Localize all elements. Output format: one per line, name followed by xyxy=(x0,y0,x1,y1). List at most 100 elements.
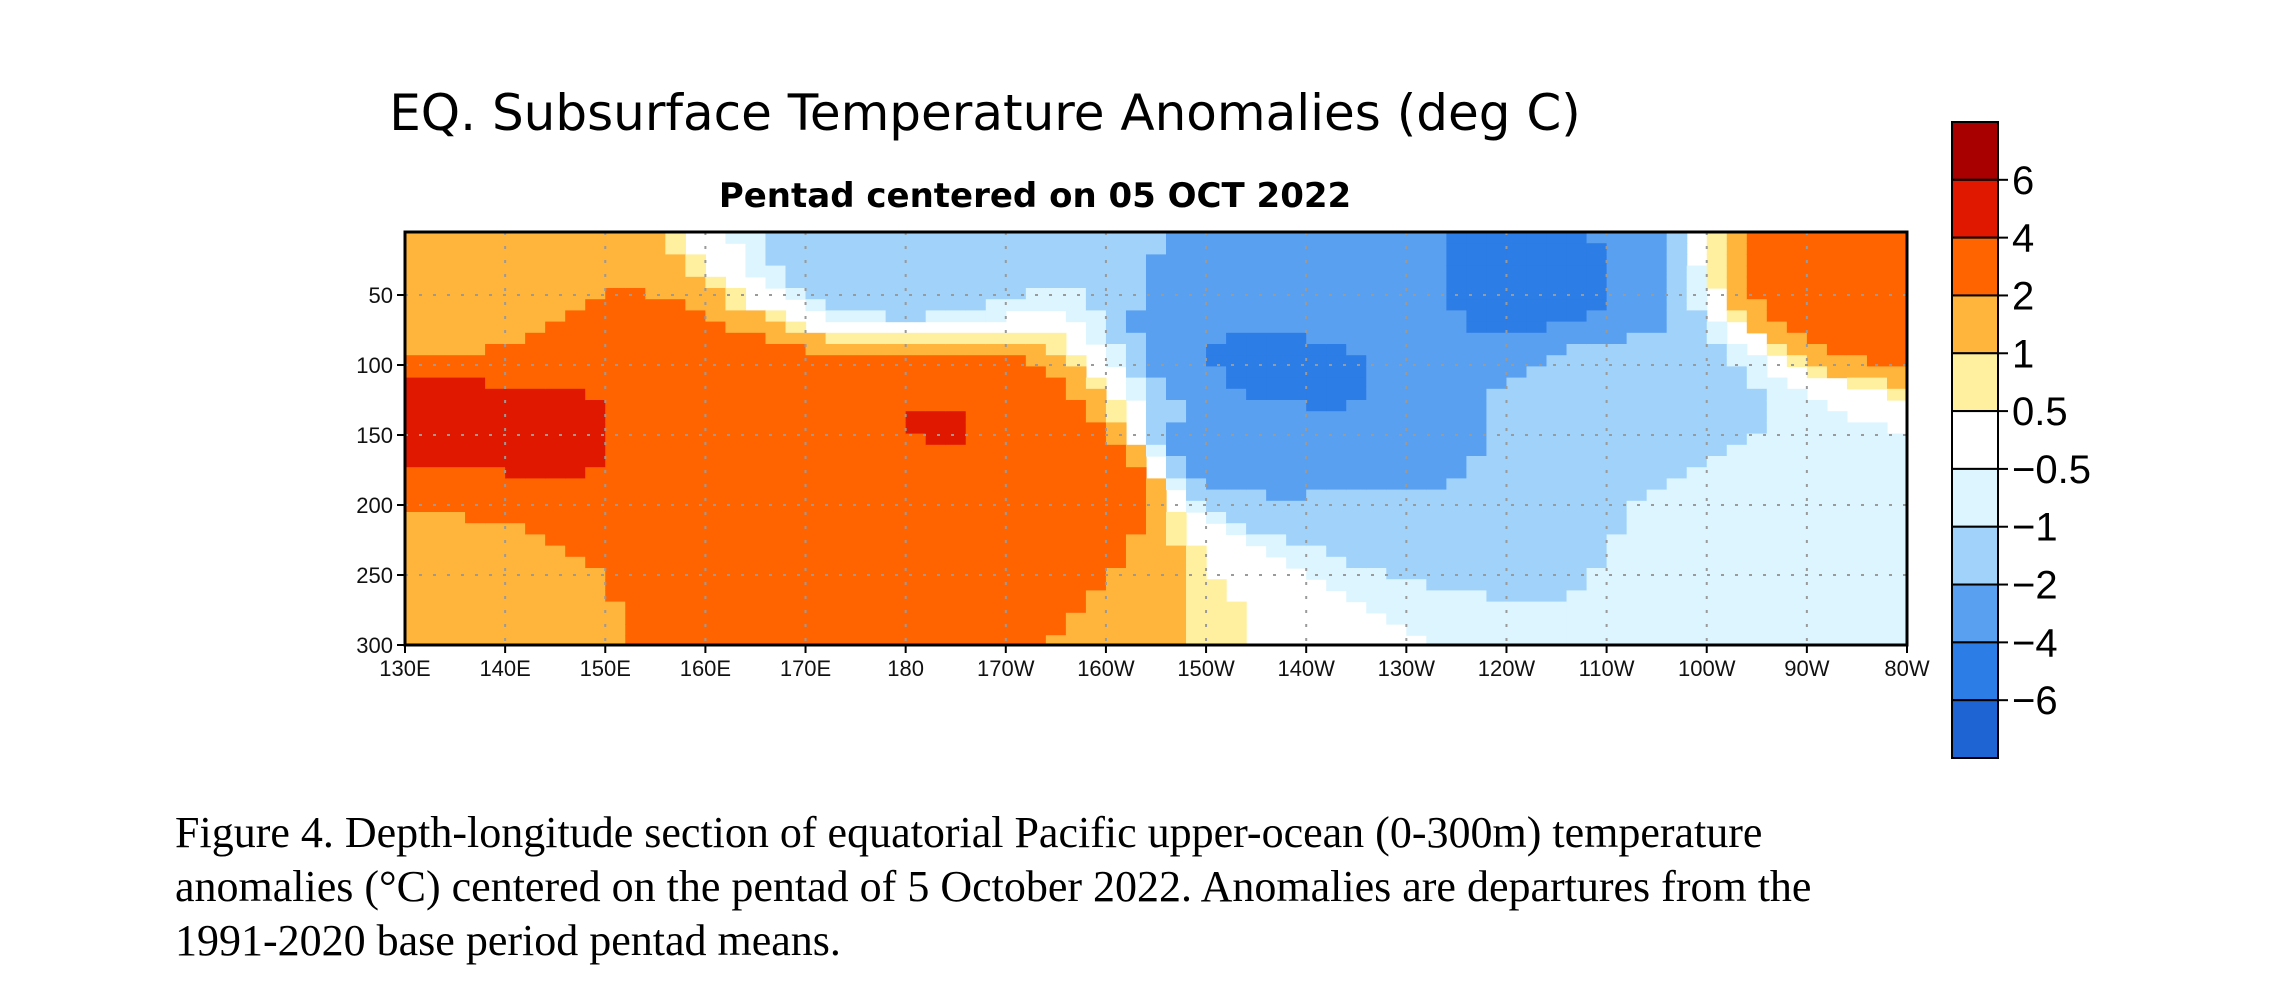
anomaly-cell xyxy=(805,624,827,636)
anomaly-cell xyxy=(645,456,666,468)
anomaly-cell xyxy=(505,332,526,345)
anomaly-cell xyxy=(1806,444,1828,457)
anomaly-cell xyxy=(1546,377,1568,390)
anomaly-cell xyxy=(785,288,807,300)
anomaly-cell xyxy=(985,624,1007,636)
anomaly-cell xyxy=(1145,478,1167,491)
anomaly-cell xyxy=(1646,400,1668,412)
anomaly-cell xyxy=(1506,388,1528,401)
anomaly-cell xyxy=(825,388,847,401)
anomaly-cell xyxy=(1526,523,1548,535)
anomaly-cell xyxy=(1166,534,1187,547)
anomaly-cell xyxy=(665,635,686,645)
anomaly-cell xyxy=(1486,422,1508,435)
anomaly-cell xyxy=(1666,288,1688,300)
anomaly-cell xyxy=(1406,299,1427,311)
anomaly-cell xyxy=(1246,276,1267,289)
anomaly-cell xyxy=(1145,265,1167,278)
anomaly-cell xyxy=(1186,500,1207,513)
anomaly-cell xyxy=(1446,366,1468,379)
anomaly-cell xyxy=(1206,422,1227,435)
anomaly-cell xyxy=(705,635,727,645)
anomaly-cell xyxy=(1806,265,1828,278)
anomaly-cell xyxy=(1886,500,1907,513)
anomaly-cell xyxy=(1206,332,1227,345)
anomaly-cell xyxy=(805,612,827,625)
anomaly-cell xyxy=(1446,243,1468,255)
anomaly-cell xyxy=(625,500,646,513)
anomaly-cell xyxy=(685,265,706,278)
anomaly-cell xyxy=(565,288,586,300)
anomaly-cell xyxy=(1326,299,1347,311)
anomaly-cell xyxy=(1646,612,1668,625)
anomaly-cell xyxy=(765,500,787,513)
anomaly-cell xyxy=(1526,288,1548,300)
anomaly-cell xyxy=(425,635,446,645)
anomaly-cell xyxy=(805,344,827,356)
anomaly-cell xyxy=(605,243,626,255)
anomaly-cell xyxy=(685,288,706,300)
anomaly-cell xyxy=(1326,467,1347,479)
anomaly-cell xyxy=(1666,456,1688,468)
anomaly-cell xyxy=(1346,433,1367,446)
anomaly-cell xyxy=(1145,288,1167,300)
anomaly-cell xyxy=(1546,568,1568,580)
anomaly-cell xyxy=(1065,388,1087,401)
anomaly-cell xyxy=(1426,433,1447,446)
anomaly-cell xyxy=(1526,377,1548,390)
anomaly-cell xyxy=(865,433,887,446)
anomaly-cell xyxy=(1826,332,1848,345)
anomaly-cell xyxy=(1366,232,1387,244)
anomaly-cell xyxy=(1646,299,1668,311)
anomaly-cell xyxy=(1125,288,1147,300)
anomaly-cell xyxy=(1446,254,1468,267)
anomaly-cell xyxy=(765,310,787,323)
anomaly-cell xyxy=(485,601,506,614)
anomaly-cell xyxy=(1025,377,1047,390)
anomaly-cell xyxy=(1085,243,1107,255)
anomaly-cell xyxy=(1125,276,1147,289)
colorbar-swatch xyxy=(1951,641,1999,702)
anomaly-cell xyxy=(685,276,706,289)
anomaly-cell xyxy=(1686,332,1708,345)
anomaly-cell xyxy=(1786,433,1808,446)
anomaly-cell xyxy=(1346,568,1367,580)
anomaly-cell xyxy=(765,265,787,278)
anomaly-cell xyxy=(1326,422,1347,435)
anomaly-cell xyxy=(1606,523,1628,535)
anomaly-cell xyxy=(405,512,426,524)
anomaly-cell xyxy=(1866,332,1888,345)
anomaly-cell xyxy=(1085,254,1107,267)
anomaly-cell xyxy=(1446,299,1468,311)
anomaly-cell xyxy=(725,310,747,323)
anomaly-cell xyxy=(1326,478,1347,491)
anomaly-cell xyxy=(1866,433,1888,446)
anomaly-cell xyxy=(1626,388,1648,401)
anomaly-cell xyxy=(1025,489,1047,502)
anomaly-cell xyxy=(1846,590,1868,603)
anomaly-cell xyxy=(785,243,807,255)
anomaly-cell xyxy=(1686,467,1708,479)
anomaly-cell xyxy=(1546,590,1568,603)
anomaly-cell xyxy=(525,388,546,401)
anomaly-cell xyxy=(925,601,947,614)
anomaly-cell xyxy=(1166,310,1187,323)
anomaly-cell xyxy=(1386,355,1407,367)
anomaly-cell xyxy=(1446,489,1468,502)
anomaly-cell xyxy=(865,299,887,311)
anomaly-cell xyxy=(425,388,446,401)
anomaly-cell xyxy=(1786,355,1808,367)
anomaly-cell xyxy=(1626,344,1648,356)
anomaly-cell xyxy=(925,411,947,423)
anomaly-cell xyxy=(465,344,486,356)
anomaly-cell xyxy=(1606,355,1628,367)
anomaly-cell xyxy=(485,590,506,603)
anomaly-cell xyxy=(845,500,867,513)
anomaly-cell xyxy=(1125,366,1147,379)
anomaly-cell xyxy=(1586,321,1608,334)
anomaly-cell xyxy=(1426,411,1447,423)
anomaly-cell xyxy=(1626,366,1648,379)
anomaly-cell xyxy=(905,232,927,244)
anomaly-cell xyxy=(1646,556,1668,569)
anomaly-cell xyxy=(525,579,546,591)
